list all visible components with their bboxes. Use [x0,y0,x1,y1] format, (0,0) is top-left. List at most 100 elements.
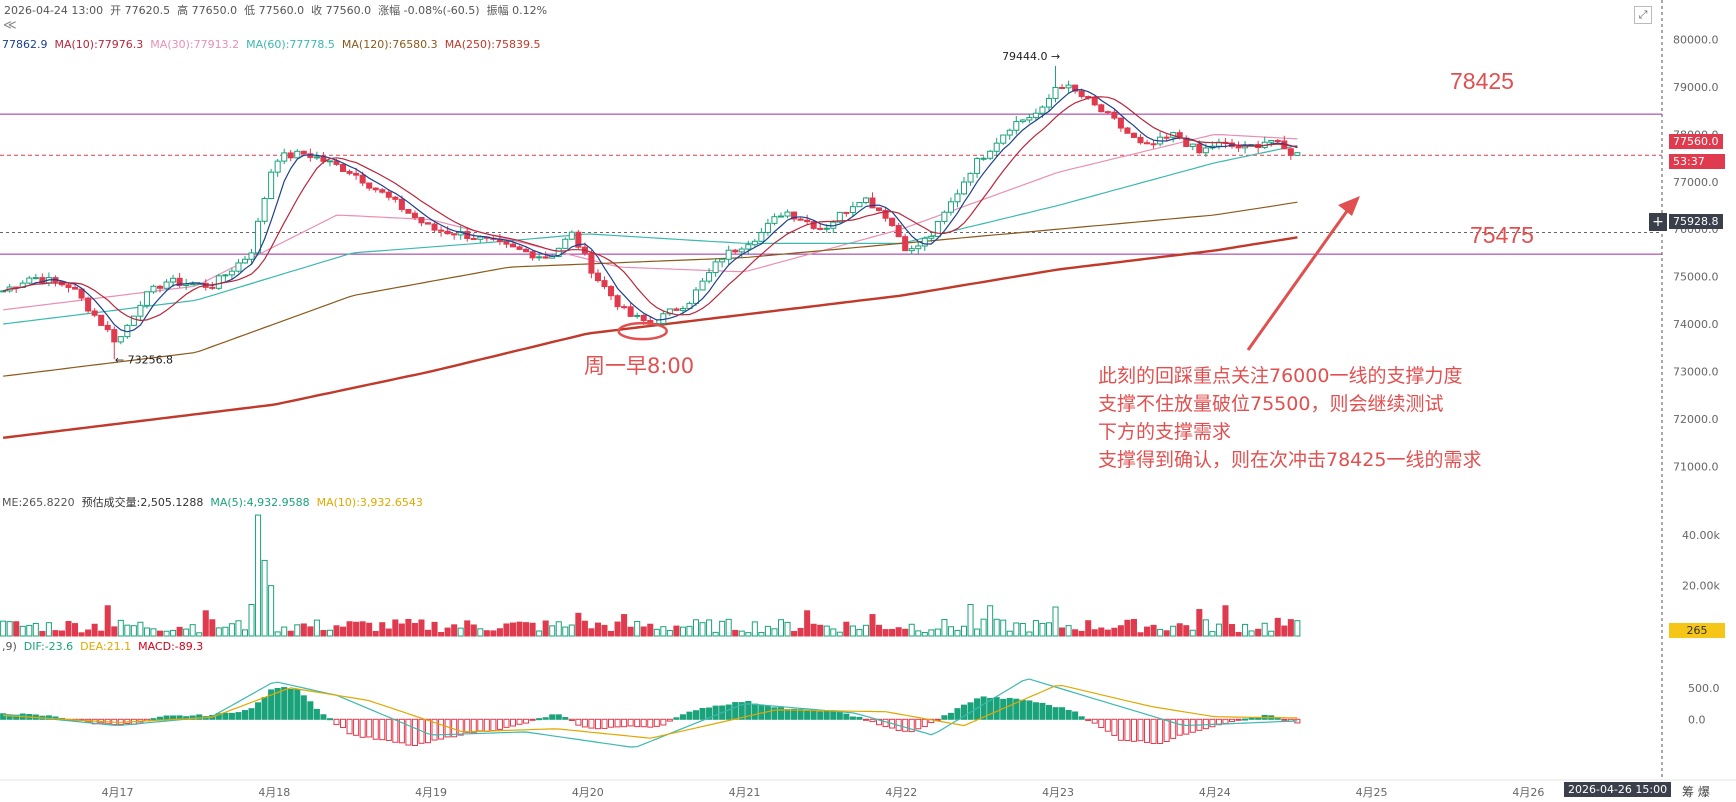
dif-legend: DIF:-23.6 [23,640,74,653]
candle [1072,84,1079,92]
volume-bar [1098,627,1105,637]
volume-bar [588,628,595,637]
candle [849,206,856,213]
time-axis-tick: 4月17 [102,786,134,799]
macd-bar [1111,718,1118,736]
volume-bar [1019,623,1026,637]
candle [1098,104,1105,113]
volume-bar [19,625,26,637]
candle [732,249,739,253]
volume-bar [385,628,392,637]
volume-bar [712,631,719,637]
volume-bar [222,626,229,637]
ma5-legend: 77862.9 [2,38,48,51]
macd-bar [156,716,164,720]
candle [843,211,850,214]
volume-bar [274,631,281,637]
macd-bar [274,687,281,720]
collapse-icon[interactable]: ≪ [3,18,17,33]
dea-legend: DEA:21.1 [80,640,132,653]
expand-icon[interactable]: ⤢ [1634,6,1652,24]
macd-bar [987,697,994,720]
macd-bar [1137,718,1144,742]
volume-bar [333,625,340,637]
macd-legend: ,9) DIF:-23.6 DEA:21.1 MACD:-89.3 [2,640,203,653]
low-label: 低 [244,4,256,17]
commentary-block: 此刻的回踩重点关注76000一线的支撑力度 支撑不住放量破位75500，则会继续… [1098,362,1481,474]
macd-bar [1078,716,1085,720]
macd-bar [438,718,445,740]
plus-icon[interactable]: + [1649,213,1667,231]
volume-bar [287,630,294,637]
candle [294,150,301,159]
side-tool-icons[interactable]: 筹 爆 [1682,785,1710,799]
candle [156,285,164,289]
candle [1039,106,1046,114]
macd-bar [150,718,157,721]
macd-bar [679,714,686,720]
macd-bar [712,705,719,720]
candle [960,181,968,195]
candle [78,288,85,299]
volume-bar [26,624,33,637]
macd-bar [1019,699,1026,720]
volume-bar [1242,623,1249,637]
volume-bar [1039,622,1046,637]
candle [320,156,327,162]
macd-bar [1059,707,1066,720]
price-axis-tick: 71000.0 [1673,460,1719,473]
candle [398,198,405,210]
macd-bar [856,716,863,720]
macd-bar [1091,718,1098,724]
high-label: 高 [177,4,189,17]
candle [438,229,445,232]
candle [261,198,268,222]
macd-bar [1163,718,1170,742]
volume-bar [1006,630,1013,637]
macd-bar [1228,718,1236,723]
volume-bar [418,619,425,637]
volume-bar [320,630,327,637]
vol-ma10-legend: MA(10):3,932.6543 [316,496,423,509]
macd-bar [340,718,347,729]
macd-bar [268,689,275,720]
macd-bar [261,697,268,720]
volume-bar [183,628,190,637]
volume-bar [1117,625,1124,637]
candle [1059,86,1066,89]
candle [823,227,830,230]
volume-bar [640,626,647,637]
candle [137,304,144,317]
candle [1000,134,1007,144]
macd-bar [960,704,968,720]
volume-bar [797,627,804,637]
candle [777,215,785,218]
volume-bar [621,614,628,637]
macd-bar [738,702,745,720]
dif-line [3,678,1298,748]
macd-bar [621,718,628,728]
candle [745,244,752,250]
volume-bar [856,629,863,637]
macd-bar [797,709,804,720]
candle [836,211,843,223]
macd-bar [542,717,549,720]
macd-bar [706,707,713,720]
macd-bar [366,718,373,738]
candle [882,209,889,219]
volume-bar [934,628,941,637]
macd-bar [640,718,647,728]
volume-bar [156,630,164,637]
volume-bar [686,625,693,637]
candle [0,290,7,293]
macd-bar [915,718,922,730]
candle [215,275,222,289]
volume-bar [692,619,700,637]
candle [424,222,432,225]
macd-bar [862,718,869,721]
candle [1189,143,1196,148]
ohlc-header: 2026-04-24 13:00 开 77620.5 高 77650.0 低 7… [4,2,547,18]
candle [902,236,909,252]
